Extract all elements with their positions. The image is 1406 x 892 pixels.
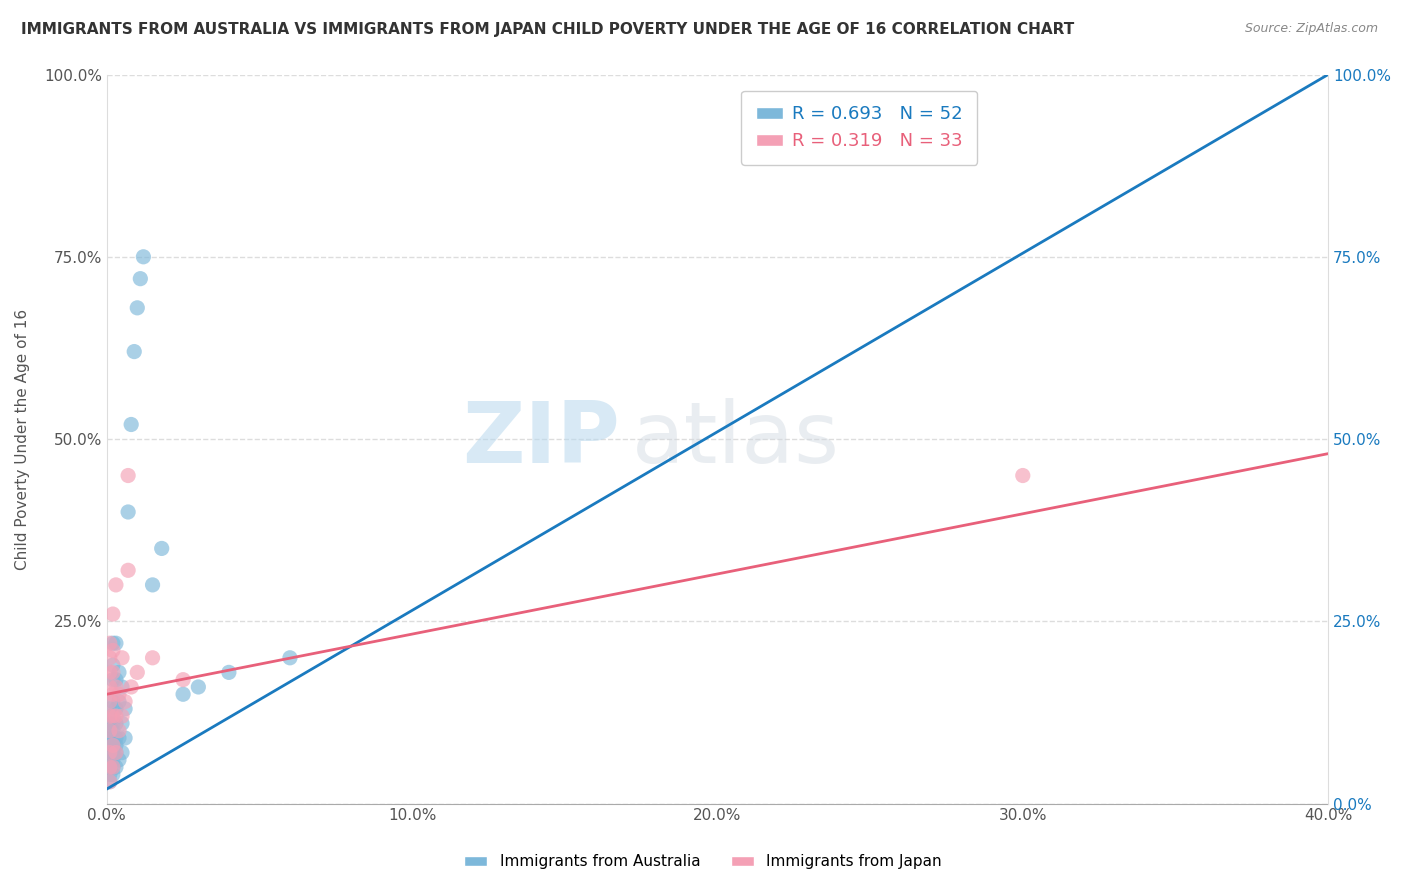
Point <box>101 673 124 687</box>
Text: atlas: atlas <box>631 398 839 481</box>
Point <box>101 753 124 767</box>
Point <box>108 723 131 738</box>
Point <box>98 753 121 767</box>
Point <box>104 716 127 731</box>
Point <box>101 665 124 680</box>
Point <box>104 746 127 760</box>
Point <box>1011 468 1033 483</box>
Point <box>104 746 127 760</box>
Point <box>108 753 131 767</box>
Point <box>98 746 121 760</box>
Point <box>101 658 124 673</box>
Point <box>111 650 134 665</box>
Point <box>98 739 121 753</box>
Point <box>172 673 194 687</box>
Point <box>114 731 136 745</box>
Point <box>101 746 124 760</box>
Point <box>120 417 142 432</box>
Text: Source: ZipAtlas.com: Source: ZipAtlas.com <box>1244 22 1378 36</box>
Point <box>98 746 121 760</box>
Point <box>132 250 155 264</box>
Point <box>111 716 134 731</box>
Y-axis label: Child Poverty Under the Age of 16: Child Poverty Under the Age of 16 <box>15 309 30 570</box>
Point <box>114 702 136 716</box>
Point <box>108 694 131 708</box>
Point <box>108 731 131 745</box>
Point <box>122 344 145 359</box>
Point <box>101 760 124 774</box>
Point <box>150 541 173 556</box>
Point <box>120 680 142 694</box>
Point <box>172 687 194 701</box>
Point <box>104 680 127 694</box>
Point <box>117 505 139 519</box>
Point <box>142 650 165 665</box>
Text: IMMIGRANTS FROM AUSTRALIA VS IMMIGRANTS FROM JAPAN CHILD POVERTY UNDER THE AGE O: IMMIGRANTS FROM AUSTRALIA VS IMMIGRANTS … <box>21 22 1074 37</box>
Point <box>101 607 124 621</box>
Point <box>98 716 121 731</box>
Point <box>117 563 139 577</box>
Point <box>98 760 121 774</box>
Point <box>104 578 127 592</box>
Point <box>127 665 149 680</box>
Point <box>101 709 124 723</box>
Point <box>98 731 121 745</box>
Point <box>104 702 127 716</box>
Point <box>101 709 124 723</box>
Point <box>98 760 121 774</box>
Point <box>98 665 121 680</box>
Point <box>98 636 121 650</box>
Text: ZIP: ZIP <box>463 398 620 481</box>
Point <box>98 680 121 694</box>
Point <box>98 774 121 789</box>
Point <box>218 665 240 680</box>
Point <box>98 774 121 789</box>
Point <box>98 650 121 665</box>
Point <box>101 739 124 753</box>
Point <box>101 760 124 774</box>
Point <box>142 578 165 592</box>
Legend: R = 0.693   N = 52, R = 0.319   N = 33: R = 0.693 N = 52, R = 0.319 N = 33 <box>741 91 977 165</box>
Point <box>114 694 136 708</box>
Point <box>101 636 124 650</box>
Point <box>98 709 121 723</box>
Point <box>98 723 121 738</box>
Point <box>127 301 149 315</box>
Point <box>129 271 152 285</box>
Point <box>98 702 121 716</box>
Point <box>278 650 301 665</box>
Point <box>104 673 127 687</box>
Point <box>101 694 124 708</box>
Point <box>104 636 127 650</box>
Point <box>187 680 209 694</box>
Point <box>98 694 121 708</box>
Point <box>101 723 124 738</box>
Point <box>104 739 127 753</box>
Point <box>108 687 131 701</box>
Point <box>98 723 121 738</box>
Point <box>108 665 131 680</box>
Point <box>101 716 124 731</box>
Point <box>104 731 127 745</box>
Point <box>111 746 134 760</box>
Point <box>101 767 124 781</box>
Point <box>104 760 127 774</box>
Point <box>111 709 134 723</box>
Point <box>104 709 127 723</box>
Point <box>101 739 124 753</box>
Point <box>117 468 139 483</box>
Point <box>101 643 124 657</box>
Point <box>101 731 124 745</box>
Point <box>101 687 124 701</box>
Point <box>98 767 121 781</box>
Point <box>111 680 134 694</box>
Legend: Immigrants from Australia, Immigrants from Japan: Immigrants from Australia, Immigrants fr… <box>458 848 948 875</box>
